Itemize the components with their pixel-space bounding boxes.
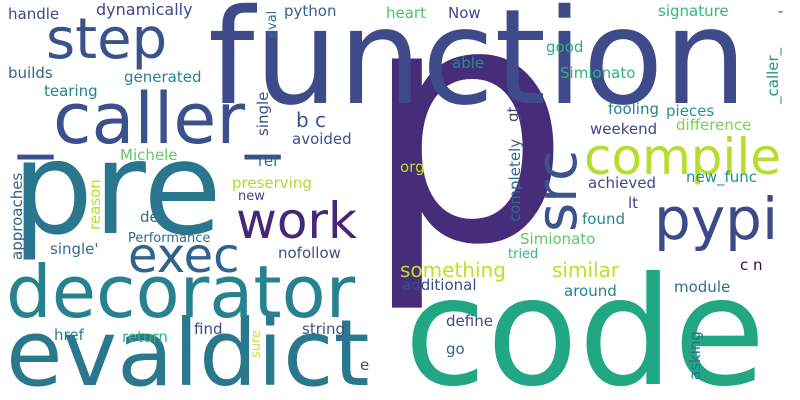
word-p: p bbox=[362, 0, 572, 317]
word-evaldict: evaldict bbox=[6, 300, 370, 400]
word-reason: reason bbox=[86, 179, 104, 230]
word-define: define bbox=[446, 312, 493, 330]
word-python: python bbox=[284, 2, 337, 20]
word-asking: asking bbox=[686, 331, 704, 380]
word-e: e bbox=[360, 356, 370, 374]
word-handle: handle bbox=[8, 5, 60, 23]
word-around: around bbox=[564, 282, 617, 300]
word-module: module bbox=[674, 278, 731, 296]
word-similar: similar bbox=[552, 258, 620, 282]
word-completely: completely bbox=[506, 138, 524, 222]
word-heart: heart bbox=[386, 4, 426, 22]
word-work: work bbox=[236, 192, 357, 250]
word-single: single bbox=[254, 91, 272, 136]
word-pre: pre bbox=[12, 115, 222, 264]
word-dash: - bbox=[778, 2, 784, 20]
word-weekend: weekend bbox=[590, 120, 658, 138]
word-fooling: fooling bbox=[608, 100, 659, 118]
word-decorator: decorator bbox=[6, 250, 356, 334]
word-b-c: b c bbox=[296, 108, 327, 132]
word-good: good bbox=[546, 38, 584, 56]
word-org: org bbox=[400, 158, 425, 176]
word-found: found bbox=[582, 210, 625, 228]
word-pieces: pieces bbox=[666, 102, 715, 120]
word-rel: rel bbox=[258, 152, 278, 170]
word-gt: gt bbox=[504, 106, 522, 122]
word-sure: sure bbox=[249, 329, 264, 358]
word-generated: generated bbox=[124, 68, 202, 86]
word-preserving: preserving bbox=[232, 174, 312, 192]
word-michele: Michele bbox=[120, 146, 178, 164]
word-signature: signature bbox=[658, 2, 729, 20]
word-src: src bbox=[525, 150, 590, 232]
word-step: step bbox=[46, 7, 168, 72]
word-pypi: pypi bbox=[654, 185, 779, 253]
word-eval: eval bbox=[265, 10, 280, 38]
word-c-n: c n bbox=[740, 256, 763, 274]
word-additional: additional bbox=[402, 276, 477, 294]
word-def: def bbox=[140, 208, 165, 226]
word-able: able bbox=[452, 54, 485, 72]
word-tearing: tearing bbox=[44, 82, 98, 100]
word-avoided: avoided bbox=[292, 130, 352, 148]
word-performance: Performance bbox=[128, 231, 211, 246]
word-caller-vertical: _caller_ bbox=[764, 47, 782, 104]
word-function: function bbox=[208, 0, 748, 135]
word-difference: difference bbox=[676, 116, 752, 134]
word-something: something bbox=[400, 258, 506, 282]
word-code: code bbox=[404, 246, 766, 400]
word-builds: builds bbox=[8, 64, 53, 82]
word-lt: lt bbox=[628, 194, 639, 212]
word-go: go bbox=[446, 340, 465, 358]
word-exec: exec bbox=[128, 228, 240, 284]
word-nofollow: nofollow bbox=[278, 244, 341, 262]
word-dynamically: dynamically bbox=[96, 0, 193, 19]
word-caller: _caller_ bbox=[18, 78, 281, 160]
word-string: string bbox=[302, 320, 346, 338]
word-achieved: achieved bbox=[588, 174, 656, 192]
word-return: return bbox=[122, 328, 168, 346]
word-find: find bbox=[194, 320, 223, 338]
word-single-quote: single' bbox=[50, 240, 99, 258]
word-href: href bbox=[54, 326, 84, 344]
word-simionato-1: Simionato bbox=[560, 64, 636, 82]
word-new-func: new_func bbox=[686, 168, 758, 186]
word-compile: compile bbox=[584, 128, 782, 186]
word-simionato-2: Simionato bbox=[520, 230, 596, 248]
word-tried: tried bbox=[508, 247, 539, 262]
word-approaches: approaches bbox=[8, 172, 26, 260]
word-new: new bbox=[238, 189, 265, 204]
word-now: Now bbox=[448, 4, 481, 22]
